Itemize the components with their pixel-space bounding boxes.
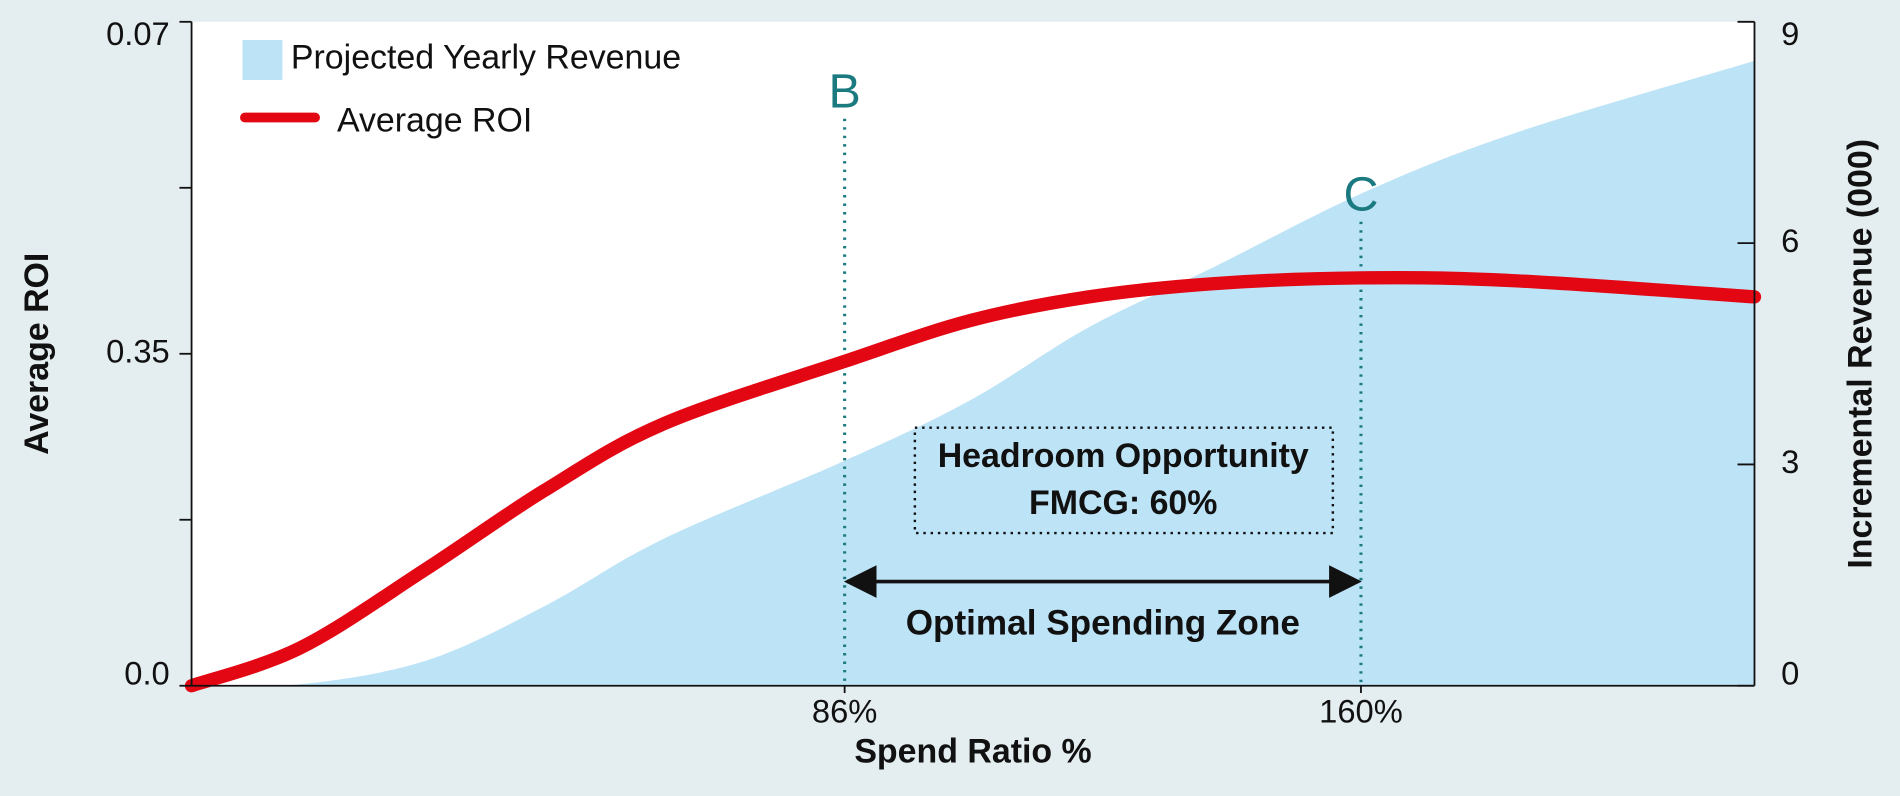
y-tick-label: 0.0 [124, 655, 169, 692]
roi-line [184, 271, 1762, 693]
revenue-area [191, 60, 1755, 687]
y2-tick-label: 9 [1781, 15, 1799, 52]
headroom-text: Headroom Opportunity [938, 437, 1309, 475]
annotation-label: C [1343, 167, 1378, 221]
y2-axis-title: Incremental Revenue (000) [1841, 139, 1879, 569]
zone-label: Optimal Spending Zone [906, 603, 1300, 642]
legend-label: Projected Yearly Revenue [291, 38, 681, 76]
y2-tick-label: 0 [1781, 655, 1799, 692]
marks [184, 60, 1762, 693]
y-tick-label: 0.35 [106, 332, 170, 369]
y2-tick-label: 6 [1781, 222, 1799, 259]
y2-tick-label: 3 [1781, 443, 1799, 480]
y-axis-title: Average ROI [18, 253, 56, 455]
x-tick-label: 86% [812, 692, 877, 729]
x-tick-label: 160% [1319, 692, 1403, 729]
annotation-label: B [828, 64, 860, 118]
legend-swatch [242, 39, 283, 80]
x-axis-title: Spend Ratio % [854, 733, 1091, 771]
legend-label: Average ROI [337, 101, 532, 139]
y-tick-label: 0.07 [106, 15, 170, 52]
headroom-text: FMCG: 60% [1029, 484, 1217, 522]
